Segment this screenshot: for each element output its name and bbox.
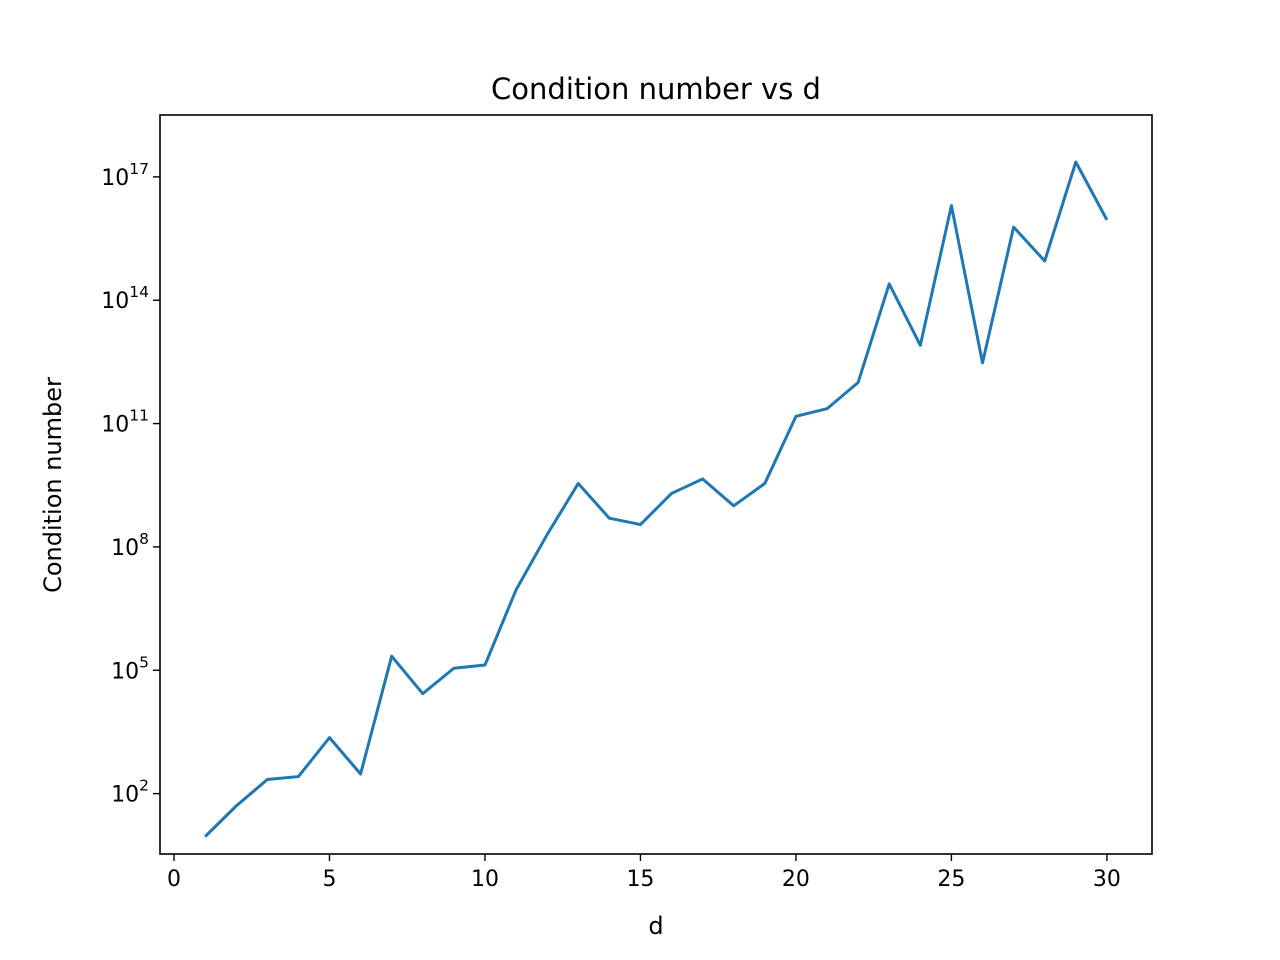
y-tick-base: 10 [111, 659, 139, 684]
y-tick-exponent: 11 [129, 407, 149, 425]
y-tick-base: 10 [111, 536, 139, 561]
y-tick-base: 10 [111, 783, 139, 808]
y-axis-label: Condition number [39, 377, 67, 593]
y-tick-base: 10 [101, 289, 129, 314]
x-tick-label: 20 [782, 867, 810, 892]
y-tick-label: 1014 [101, 283, 149, 314]
y-tick-base: 10 [101, 166, 129, 191]
y-tick-label: 1017 [101, 160, 149, 191]
y-tick-exponent: 5 [139, 653, 149, 671]
x-tick-label: 0 [167, 867, 181, 892]
x-tick-label: 10 [471, 867, 499, 892]
x-axis-ticks: 0 5 10 15 20 25 30 [167, 854, 1121, 892]
x-tick-label: 30 [1093, 867, 1121, 892]
chart-title: Condition number vs d [491, 72, 821, 106]
x-tick-label: 15 [626, 867, 654, 892]
y-tick-base: 10 [101, 413, 129, 438]
y-tick-exponent: 17 [129, 160, 149, 178]
x-axis-label: d [648, 912, 663, 940]
y-tick-label: 1011 [101, 407, 149, 438]
y-tick-label: 102 [111, 777, 149, 808]
y-tick-label: 108 [111, 530, 149, 561]
x-tick-label: 25 [937, 867, 965, 892]
y-tick-exponent: 8 [139, 530, 149, 548]
series-layer [204, 160, 1109, 838]
y-tick-exponent: 2 [139, 777, 149, 795]
series-line [204, 160, 1109, 838]
plot-area-frame [159, 114, 1153, 855]
y-tick-label: 105 [111, 653, 149, 684]
x-tick-label: 5 [322, 867, 336, 892]
y-tick-exponent: 14 [129, 283, 149, 301]
